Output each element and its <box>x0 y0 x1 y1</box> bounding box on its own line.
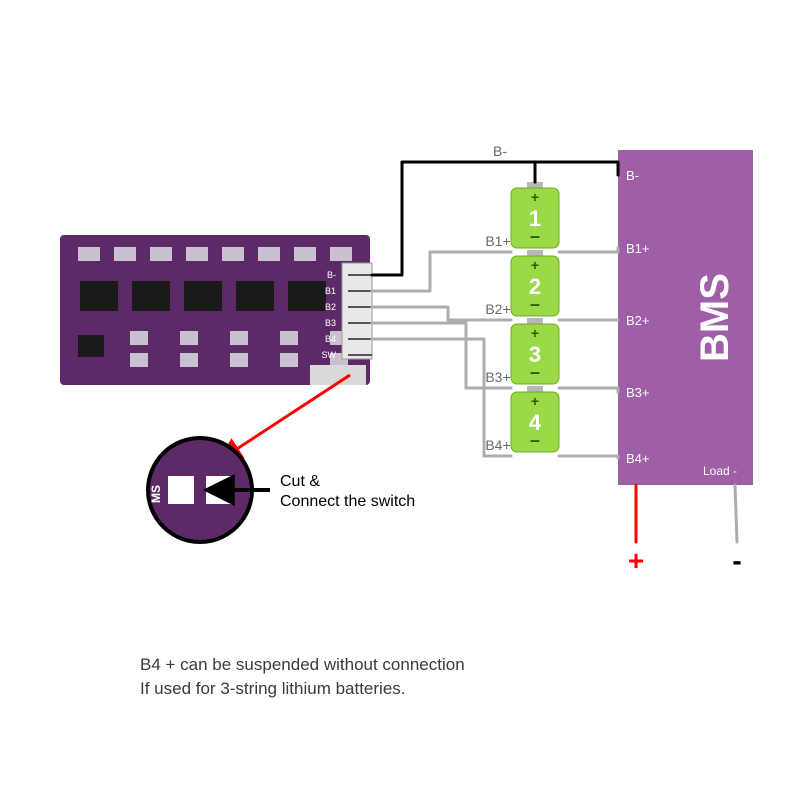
bms-pin-label: B2+ <box>626 313 650 328</box>
pcb-smd <box>130 331 148 345</box>
wire-b1-left <box>372 252 511 291</box>
zoom-text: Cut & <box>280 473 320 490</box>
battery-tip <box>527 386 543 392</box>
battery-plus: + <box>531 189 539 205</box>
battery-plus: + <box>531 257 539 273</box>
bms-pin-label: B- <box>626 168 639 183</box>
wire-b4-right <box>559 456 618 458</box>
bms-pin-label: B1+ <box>626 241 650 256</box>
wire-load-minus <box>735 485 737 542</box>
battery-tip <box>527 318 543 324</box>
wire-label: B4+ <box>485 437 510 453</box>
wire-bminus-right <box>535 162 618 182</box>
bms-pin-label: B3+ <box>626 385 650 400</box>
pcb-pin-label: B2 <box>325 302 336 312</box>
wire-label: B1+ <box>485 233 510 249</box>
battery-number: 1 <box>529 206 541 231</box>
zoom-pointer-arrow <box>220 375 350 460</box>
pcb-pin-label: B- <box>327 270 336 280</box>
bms-pin-label: B4+ <box>626 451 650 466</box>
battery-tip <box>527 250 543 256</box>
battery-number: 4 <box>529 410 542 435</box>
pcb-ic <box>184 281 222 311</box>
pcb-pin-label: B1 <box>325 286 336 296</box>
pcb-smd-top <box>150 247 172 261</box>
footnote-line: B4 + can be suspended without connection <box>140 655 465 674</box>
battery-plus: + <box>531 325 539 341</box>
pcb-pin-label: B3 <box>325 318 336 328</box>
pcb-ic <box>132 281 170 311</box>
pcb-smd-top <box>330 247 352 261</box>
zoom-text: Connect the switch <box>280 493 415 510</box>
pcb-smd <box>230 331 248 345</box>
pcb-ic-small <box>78 335 104 357</box>
pcb-smd-top <box>294 247 316 261</box>
zoom-pad <box>168 476 194 504</box>
battery-plus: + <box>531 393 539 409</box>
pcb-smd-top <box>258 247 280 261</box>
pcb-pin-label: B4 <box>325 334 336 344</box>
pcb-connector <box>342 263 372 359</box>
wire-b3-right <box>559 388 618 392</box>
pcb-smd <box>280 353 298 367</box>
battery-number: 2 <box>529 274 541 299</box>
pcb-ic <box>288 281 326 311</box>
pcb-smd <box>280 331 298 345</box>
pcb-ic <box>80 281 118 311</box>
footnote-line: If used for 3-string lithium batteries. <box>140 679 406 698</box>
pcb-smd <box>180 353 198 367</box>
bms-label: BMS <box>693 273 737 362</box>
zoom-pad-label: MS <box>149 485 163 503</box>
pcb-pin-label: SW <box>322 350 337 360</box>
load-minus-symbol: - <box>732 545 741 576</box>
pcb-smd-top <box>114 247 136 261</box>
battery-number: 3 <box>529 342 541 367</box>
wire-label: B2+ <box>485 301 510 317</box>
pcb-smd <box>130 353 148 367</box>
pcb-smd <box>230 353 248 367</box>
bms-load-label: Load - <box>703 464 737 478</box>
pcb-smd <box>180 331 198 345</box>
load-plus-symbol: + <box>628 545 644 576</box>
wire-label: B- <box>493 143 507 159</box>
pcb-smd-top <box>222 247 244 261</box>
wire-label: B3+ <box>485 369 510 385</box>
pcb-ic <box>236 281 274 311</box>
pcb-smd-top <box>186 247 208 261</box>
pcb-smd-top <box>78 247 100 261</box>
wire-b1-right <box>559 248 618 252</box>
